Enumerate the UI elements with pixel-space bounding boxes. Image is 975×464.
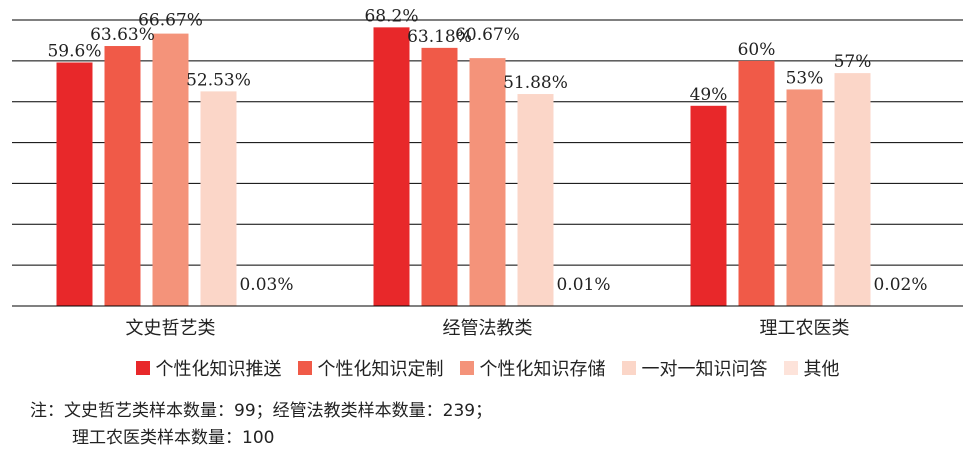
value-label: 57% xyxy=(834,52,872,72)
legend-swatch-custom xyxy=(297,361,312,375)
value-label: 60% xyxy=(738,40,776,60)
legend-swatch-storage xyxy=(459,361,474,375)
value-label: 53% xyxy=(786,68,824,88)
sample-note-line1: 注：文史哲艺类样本数量：99；经管法教类样本数量：239； xyxy=(30,401,493,421)
legend-label-other: 其他 xyxy=(803,359,840,380)
legend-label-push: 个性化知识推送 xyxy=(155,359,282,380)
x-tick-label: 理工农医类 xyxy=(760,318,850,339)
legend-item-custom: 个性化知识定制 xyxy=(297,355,444,381)
bar xyxy=(517,94,554,306)
x-tick-label: 文史哲艺类 xyxy=(126,318,216,339)
value-label: 52.53% xyxy=(186,70,251,90)
value-label: 51.88% xyxy=(503,73,568,93)
sample-note-line2: 理工农医类样本数量：100 xyxy=(72,428,275,448)
bar xyxy=(104,46,141,306)
value-label: 59.6% xyxy=(47,41,101,61)
bar xyxy=(469,58,506,306)
legend-swatch-push xyxy=(135,361,150,375)
value-label: 60.67% xyxy=(455,25,520,45)
bar xyxy=(834,73,871,306)
bar xyxy=(690,105,727,306)
legend-item-push: 个性化知识推送 xyxy=(135,355,282,381)
value-label: 0.02% xyxy=(873,275,927,295)
bars xyxy=(56,27,919,307)
x-tick-label: 经管法教类 xyxy=(443,318,533,339)
bar-chart: 59.6%63.63%66.67%52.53%0.03%68.2%63.18%6… xyxy=(12,6,963,339)
bar xyxy=(152,33,189,306)
value-label: 63.63% xyxy=(90,25,155,45)
value-label: 0.03% xyxy=(239,275,293,295)
value-label: 63.18% xyxy=(407,27,472,47)
bar xyxy=(56,62,93,307)
value-label: 49% xyxy=(690,85,728,105)
legend-label-storage: 个性化知识存储 xyxy=(479,359,606,380)
bar xyxy=(421,47,458,307)
value-label: 0.01% xyxy=(556,275,610,295)
sample-note: 注：文史哲艺类样本数量：99；经管法教类样本数量：239； 理工农医类样本数量：… xyxy=(30,398,492,452)
x-tick-labels: 文史哲艺类 经管法教类 理工农医类 xyxy=(126,318,850,339)
value-label: 66.67% xyxy=(138,11,203,31)
legend-swatch-qa xyxy=(621,361,636,375)
bar xyxy=(738,60,775,306)
legend-item-other: 其他 xyxy=(783,355,840,381)
legend-item-qa: 一对一知识问答 xyxy=(621,355,768,381)
legend-label-qa: 一对一知识问答 xyxy=(641,359,768,380)
bar xyxy=(200,91,237,306)
legend-label-custom: 个性化知识定制 xyxy=(317,359,444,380)
value-label: 68.2% xyxy=(364,6,418,26)
legend: 个性化知识推送 个性化知识定制 个性化知识存储 一对一知识问答 其他 xyxy=(0,354,975,382)
legend-item-storage: 个性化知识存储 xyxy=(459,355,606,381)
bar xyxy=(373,27,410,307)
legend-swatch-other xyxy=(783,361,798,375)
value-labels: 59.6%63.63%66.67%52.53%0.03%68.2%63.18%6… xyxy=(47,6,927,295)
bar xyxy=(786,89,823,306)
